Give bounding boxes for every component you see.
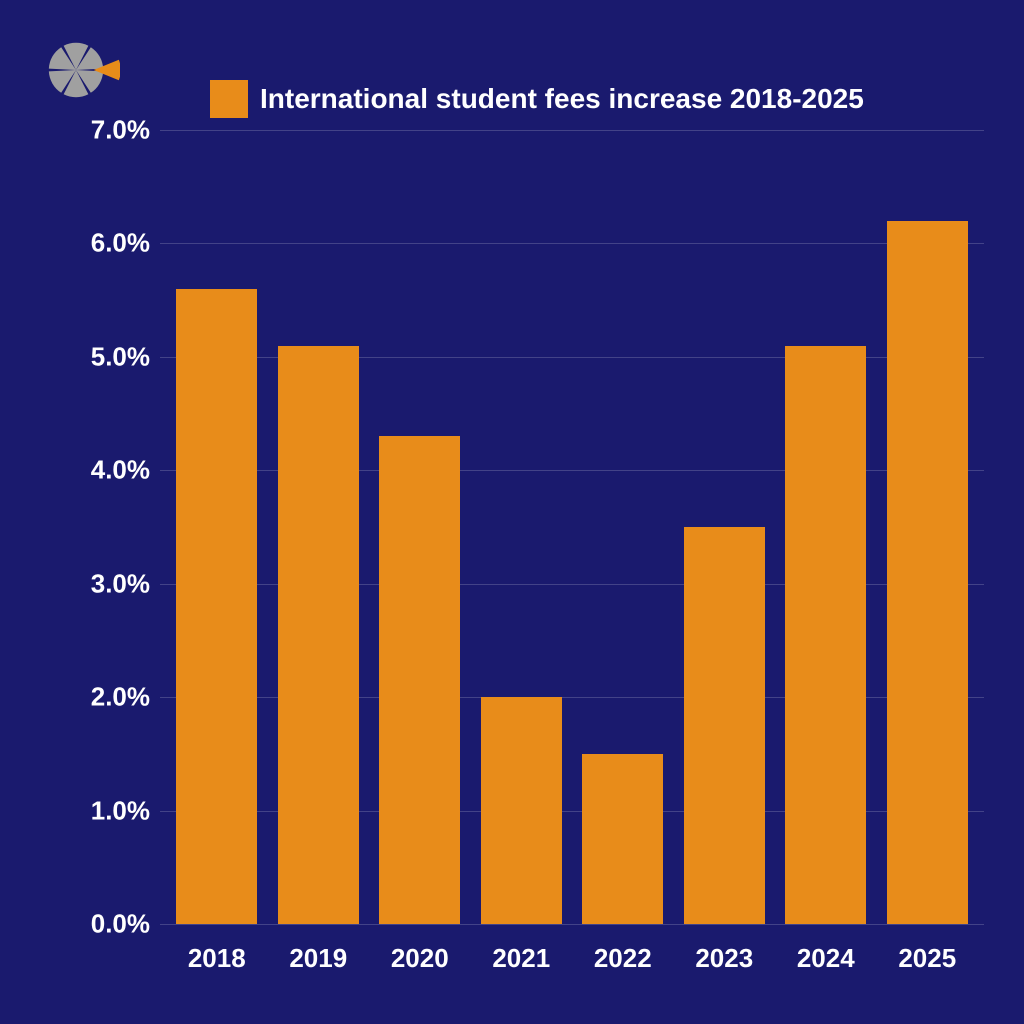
y-tick-label: 2.0%: [60, 682, 150, 713]
bar: [176, 289, 257, 924]
legend-label: International student fees increase 2018…: [260, 83, 864, 115]
bar-slot: [674, 130, 776, 924]
x-tick-label: 2022: [572, 929, 674, 984]
y-tick-label: 1.0%: [60, 795, 150, 826]
x-tick-label: 2025: [877, 929, 979, 984]
x-axis-labels: 20182019202020212022202320242025: [160, 929, 984, 984]
bar: [887, 221, 968, 924]
x-tick-label: 2019: [268, 929, 370, 984]
x-tick-label: 2021: [471, 929, 573, 984]
legend-swatch: [210, 80, 248, 118]
y-tick-label: 4.0%: [60, 455, 150, 486]
y-tick-label: 5.0%: [60, 341, 150, 372]
bar: [481, 697, 562, 924]
bar: [684, 527, 765, 924]
y-tick-label: 6.0%: [60, 228, 150, 259]
y-tick-label: 0.0%: [60, 909, 150, 940]
bar: [582, 754, 663, 924]
bar-slot: [572, 130, 674, 924]
x-tick-label: 2024: [775, 929, 877, 984]
logo-icon: [40, 30, 120, 110]
bar-slot: [369, 130, 471, 924]
x-tick-label: 2023: [674, 929, 776, 984]
bar: [278, 346, 359, 924]
bars-container: [160, 130, 984, 924]
plot-area: [160, 130, 984, 924]
bar-chart: 20182019202020212022202320242025 0.0% 1.0…: [60, 130, 994, 984]
bar-slot: [166, 130, 268, 924]
bar-slot: [775, 130, 877, 924]
bar-slot: [268, 130, 370, 924]
bar: [785, 346, 866, 924]
bar: [379, 436, 460, 924]
y-tick-label: 3.0%: [60, 568, 150, 599]
y-tick-label: 7.0%: [60, 115, 150, 146]
bar-slot: [877, 130, 979, 924]
x-tick-label: 2020: [369, 929, 471, 984]
gridline: [160, 924, 984, 925]
bar-slot: [471, 130, 573, 924]
chart-legend: International student fees increase 2018…: [210, 80, 864, 118]
x-tick-label: 2018: [166, 929, 268, 984]
